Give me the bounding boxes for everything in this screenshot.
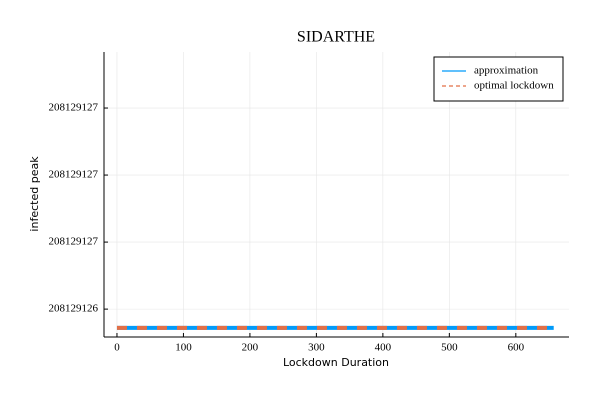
legend-box xyxy=(433,56,564,102)
x-tick-label: 300 xyxy=(308,342,325,354)
y-axis-label: infected peak xyxy=(28,156,41,232)
x-tick-label: 600 xyxy=(508,342,525,354)
x-tick-label: 500 xyxy=(441,342,458,354)
chart-title: SIDARTHE xyxy=(297,29,375,46)
legend-label: approximation xyxy=(474,65,539,77)
y-tick-label: 208129127 xyxy=(49,169,99,181)
x-tick-label: 200 xyxy=(242,342,259,354)
y-tick-label: 208129126 xyxy=(49,303,99,315)
x-tick-label: 400 xyxy=(375,342,392,354)
x-tick-label: 0 xyxy=(114,342,120,354)
y-tick-label: 208129127 xyxy=(49,236,99,248)
y-tick-label: 208129127 xyxy=(49,102,99,114)
legend-label: optimal lockdown xyxy=(474,80,554,92)
x-axis-label: Lockdown Duration xyxy=(283,356,389,369)
x-tick-label: 100 xyxy=(175,342,192,354)
